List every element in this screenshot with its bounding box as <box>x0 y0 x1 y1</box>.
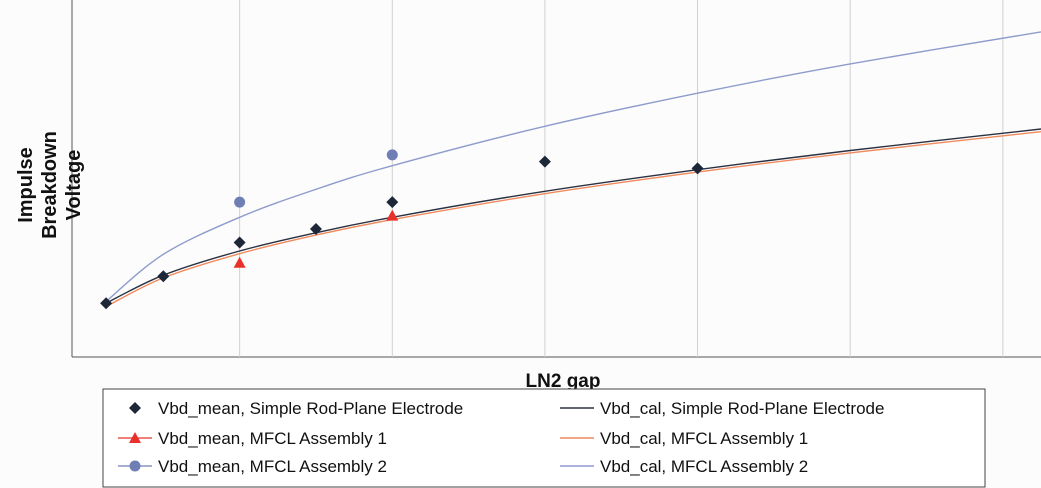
legend-label: Vbd_mean, MFCL Assembly 1 <box>158 429 387 448</box>
legend-item-2: Vbd_cal, Simple Rod-Plane Electrode <box>560 399 884 418</box>
series-line-6 <box>105 31 1041 303</box>
legend-label: Vbd_cal, MFCL Assembly 1 <box>600 429 808 448</box>
series-1-point-4 <box>309 223 322 236</box>
series-2-point-2 <box>386 209 399 221</box>
series-1-point-6 <box>538 155 551 168</box>
series-1-point-1 <box>100 297 113 310</box>
measured-points <box>100 149 704 310</box>
calculated-curves <box>105 31 1041 308</box>
y-axis-label: Impulse Breakdown Voltage <box>15 131 85 239</box>
legend-items: Vbd_mean, Simple Rod-Plane Electrode Vbd_… <box>118 399 884 476</box>
plot-area <box>71 0 1041 358</box>
legend-swatch-marker <box>129 432 141 443</box>
y-axis-label-line-1: Impulse <box>15 147 37 223</box>
legend-label: Vbd_cal, MFCL Assembly 2 <box>600 457 808 476</box>
series-2-point-1 <box>233 256 246 268</box>
series-line-4 <box>105 128 1041 304</box>
legend-swatch-marker <box>129 460 141 472</box>
x-axis-label: LN2 gap <box>526 371 601 392</box>
legend: Vbd_mean, Simple Rod-Plane Electrode Vbd_… <box>102 388 986 488</box>
legend-item-6: Vbd_cal, MFCL Assembly 2 <box>560 457 808 476</box>
y-axis-label-line-2: Breakdown <box>39 131 61 239</box>
legend-item-5: Vbd_mean, MFCL Assembly 2 <box>118 457 387 476</box>
series-1-point-2 <box>157 270 170 283</box>
legend-label: Vbd_mean, MFCL Assembly 2 <box>158 457 387 476</box>
series-3-point-2 <box>386 149 398 161</box>
legend-item-1: Vbd_mean, Simple Rod-Plane Electrode <box>129 399 463 418</box>
series-1-point-3 <box>233 236 246 249</box>
legend-label: Vbd_cal, Simple Rod-Plane Electrode <box>600 399 884 418</box>
gridlines <box>239 0 1004 357</box>
series-1-point-7 <box>691 162 704 175</box>
y-axis-label-line-3: Voltage <box>63 150 85 221</box>
series-3-point-1 <box>234 196 246 208</box>
legend-item-3: Vbd_mean, MFCL Assembly 1 <box>118 429 387 448</box>
legend-item-4: Vbd_cal, MFCL Assembly 1 <box>560 429 808 448</box>
legend-label: Vbd_mean, Simple Rod-Plane Electrode <box>158 399 463 418</box>
legend-box <box>102 388 986 488</box>
series-1-point-5 <box>386 196 399 209</box>
series-line-5 <box>105 131 1041 308</box>
legend-swatch-marker <box>129 402 141 414</box>
